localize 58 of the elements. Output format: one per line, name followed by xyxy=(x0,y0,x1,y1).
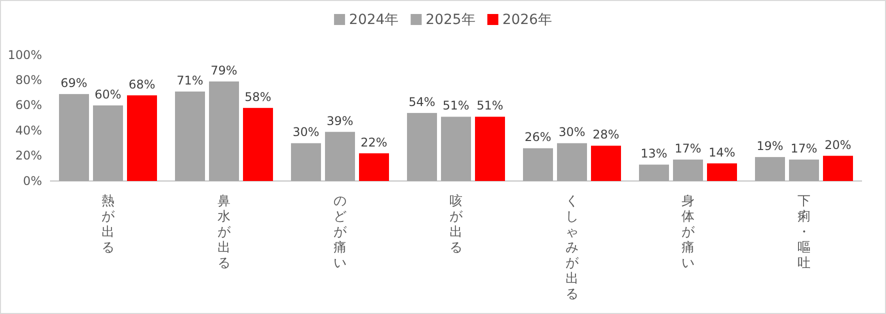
text: 69% xyxy=(60,76,88,90)
text: 51% xyxy=(442,98,470,113)
bar xyxy=(475,116,505,181)
x-tick-label: 下痢・嘔吐 xyxy=(798,194,810,271)
bar xyxy=(325,132,355,181)
bar xyxy=(209,81,239,181)
bar xyxy=(359,153,389,181)
text: 54% xyxy=(408,94,436,109)
legend-label: 2025年 xyxy=(426,12,476,28)
bar xyxy=(441,116,471,181)
legend-label: 2026年 xyxy=(502,12,552,28)
text: 14% xyxy=(708,145,736,160)
bar xyxy=(823,156,853,181)
text: 17% xyxy=(790,142,818,156)
text: 68% xyxy=(128,77,156,92)
y-tick-label: 40% xyxy=(15,123,42,138)
bar xyxy=(175,92,205,181)
text: 58% xyxy=(244,90,272,104)
y-tick-label: 100% xyxy=(8,48,42,62)
text: 28% xyxy=(592,128,620,142)
bar xyxy=(523,148,553,181)
text: 20% xyxy=(824,138,852,152)
text: 17% xyxy=(674,142,702,156)
text: 30% xyxy=(292,125,320,140)
bar xyxy=(59,94,89,181)
x-tick-label: くしゃみが出る xyxy=(566,194,580,302)
bar xyxy=(557,143,587,181)
x-tick-label: 咳が出る xyxy=(450,194,464,256)
text: 79% xyxy=(210,63,238,78)
bar xyxy=(755,157,785,181)
text: 26% xyxy=(524,130,552,144)
bar xyxy=(591,146,621,181)
legend-label: 2024年 xyxy=(349,12,399,28)
x-tick-label: 身体が痛い xyxy=(682,194,696,271)
bar xyxy=(127,95,157,181)
bar xyxy=(407,112,437,181)
y-tick-label: 0% xyxy=(22,174,42,188)
bar xyxy=(291,143,321,181)
text: 71% xyxy=(176,74,204,88)
x-tick-label: 熱が出る xyxy=(102,194,116,256)
bar xyxy=(707,163,737,181)
y-tick-label: 20% xyxy=(15,148,42,163)
x-tick-label: 鼻水が出る xyxy=(218,194,232,271)
text: 51% xyxy=(476,98,504,113)
text: 30% xyxy=(558,125,586,140)
bar xyxy=(789,160,819,181)
x-tick-label: のどが痛い xyxy=(334,194,348,271)
bar xyxy=(639,164,669,181)
text: 22% xyxy=(360,135,388,150)
text: 60% xyxy=(94,87,122,102)
bar xyxy=(243,108,273,181)
text: 39% xyxy=(326,114,354,128)
bar xyxy=(673,160,703,181)
bar xyxy=(93,105,123,181)
text: 19% xyxy=(756,139,784,154)
text: 13% xyxy=(640,146,668,161)
y-tick-label: 80% xyxy=(15,73,42,88)
y-tick-label: 60% xyxy=(15,98,42,112)
